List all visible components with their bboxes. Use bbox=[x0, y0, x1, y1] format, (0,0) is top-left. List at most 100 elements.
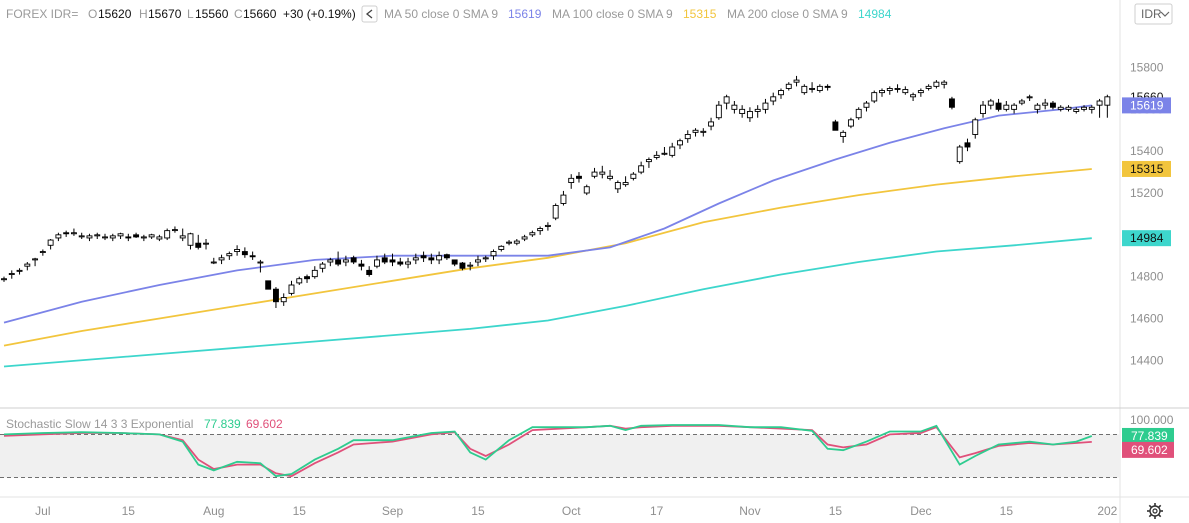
candle bbox=[855, 107, 862, 120]
candle bbox=[1088, 105, 1095, 114]
candle bbox=[498, 245, 505, 252]
ma200-label: MA 200 close 0 SMA 9 bbox=[727, 7, 848, 21]
candle bbox=[265, 280, 272, 290]
change-value: +30 (+0.19%) bbox=[283, 7, 356, 21]
candle bbox=[280, 293, 287, 306]
candle bbox=[544, 222, 551, 231]
candle bbox=[793, 75, 800, 87]
collapse-legend-button[interactable] bbox=[361, 5, 378, 23]
candle bbox=[847, 117, 854, 129]
candle bbox=[661, 147, 668, 156]
ma100-value: 15315 bbox=[683, 7, 717, 21]
candle bbox=[109, 233, 116, 242]
time-tick-label: Dec bbox=[910, 504, 931, 518]
candle bbox=[249, 251, 256, 260]
stochastic-d-value: 69.602 bbox=[246, 417, 283, 431]
candle bbox=[677, 138, 683, 150]
ma50-value: 15619 bbox=[508, 7, 542, 21]
candle bbox=[778, 88, 784, 99]
candle bbox=[933, 80, 940, 89]
candle bbox=[226, 251, 233, 260]
candle bbox=[583, 184, 590, 196]
candle bbox=[1096, 98, 1103, 118]
candle bbox=[941, 80, 948, 89]
ma200-value: 14984 bbox=[858, 7, 892, 21]
candle bbox=[311, 266, 318, 279]
stochastic-lines bbox=[3, 424, 1093, 478]
candle bbox=[669, 142, 676, 158]
open-label: O bbox=[88, 7, 97, 21]
ma100-line bbox=[3, 168, 1092, 347]
candle bbox=[568, 174, 575, 189]
candle bbox=[16, 268, 23, 275]
candle bbox=[342, 255, 349, 267]
candle bbox=[739, 105, 746, 118]
candle bbox=[1065, 105, 1072, 112]
ma100-label: MA 100 close 0 SMA 9 bbox=[552, 7, 673, 21]
ma50-label: MA 50 close 0 SMA 9 bbox=[384, 7, 498, 21]
candle bbox=[607, 170, 614, 181]
time-tick-label: 202 bbox=[1097, 504, 1117, 518]
candle bbox=[133, 232, 140, 238]
candle bbox=[436, 251, 443, 265]
candle bbox=[327, 257, 334, 267]
candle bbox=[840, 130, 847, 143]
currency-label: IDR bbox=[1141, 7, 1162, 21]
candle bbox=[288, 280, 295, 296]
candle bbox=[529, 230, 536, 237]
low-value: 15560 bbox=[195, 7, 229, 21]
candle bbox=[785, 82, 792, 91]
price-tick-label: 15200 bbox=[1130, 186, 1164, 200]
candle bbox=[987, 98, 994, 110]
candle bbox=[972, 117, 979, 139]
candle bbox=[8, 270, 15, 279]
time-tick-label: Sep bbox=[382, 504, 404, 518]
currency-dropdown[interactable]: IDR bbox=[1134, 3, 1173, 25]
candle bbox=[723, 94, 730, 110]
price-tag: 14984 bbox=[1122, 230, 1171, 247]
candle bbox=[335, 251, 342, 267]
candle bbox=[389, 253, 396, 267]
candle bbox=[467, 262, 474, 271]
time-tick-label: Nov bbox=[739, 504, 760, 518]
close-label: C bbox=[234, 7, 243, 21]
candle bbox=[490, 249, 497, 260]
candle bbox=[117, 232, 124, 239]
candle bbox=[218, 254, 225, 265]
price-tag: 15315 bbox=[1122, 160, 1171, 177]
candle bbox=[1011, 103, 1018, 114]
candle bbox=[1, 276, 7, 282]
time-axis: Jul 15 Aug 15 Sep 15 Oct 17 Nov 15 Dec 15 202 bbox=[35, 504, 1117, 518]
candle bbox=[1073, 107, 1080, 114]
candle bbox=[482, 255, 489, 262]
candle bbox=[1003, 101, 1010, 112]
candle bbox=[428, 253, 435, 265]
candle bbox=[47, 239, 54, 250]
candle bbox=[273, 287, 279, 308]
ma200-line bbox=[3, 237, 1092, 368]
candle bbox=[350, 255, 357, 265]
candle bbox=[925, 84, 932, 91]
candle bbox=[832, 119, 839, 131]
candle bbox=[381, 253, 388, 265]
stochastic-axis: 100.000 bbox=[1130, 413, 1174, 427]
gear-icon bbox=[1147, 503, 1163, 519]
candle bbox=[1034, 103, 1041, 114]
candle bbox=[506, 240, 512, 246]
candle bbox=[296, 276, 303, 285]
candle bbox=[257, 259, 264, 273]
candle bbox=[801, 84, 808, 95]
candle bbox=[475, 255, 481, 267]
candle bbox=[948, 96, 955, 110]
candle bbox=[1042, 98, 1049, 110]
price-tick-label: 14800 bbox=[1130, 270, 1164, 284]
open-value: 15620 bbox=[98, 7, 132, 21]
time-tick-label: 15 bbox=[293, 504, 307, 518]
price-tag: 15619 bbox=[1122, 97, 1171, 114]
candle bbox=[645, 157, 652, 168]
stochastic-tick-label: 100.000 bbox=[1130, 413, 1174, 427]
candle bbox=[420, 251, 427, 262]
settings-button[interactable] bbox=[1147, 503, 1163, 519]
candle bbox=[405, 257, 411, 269]
